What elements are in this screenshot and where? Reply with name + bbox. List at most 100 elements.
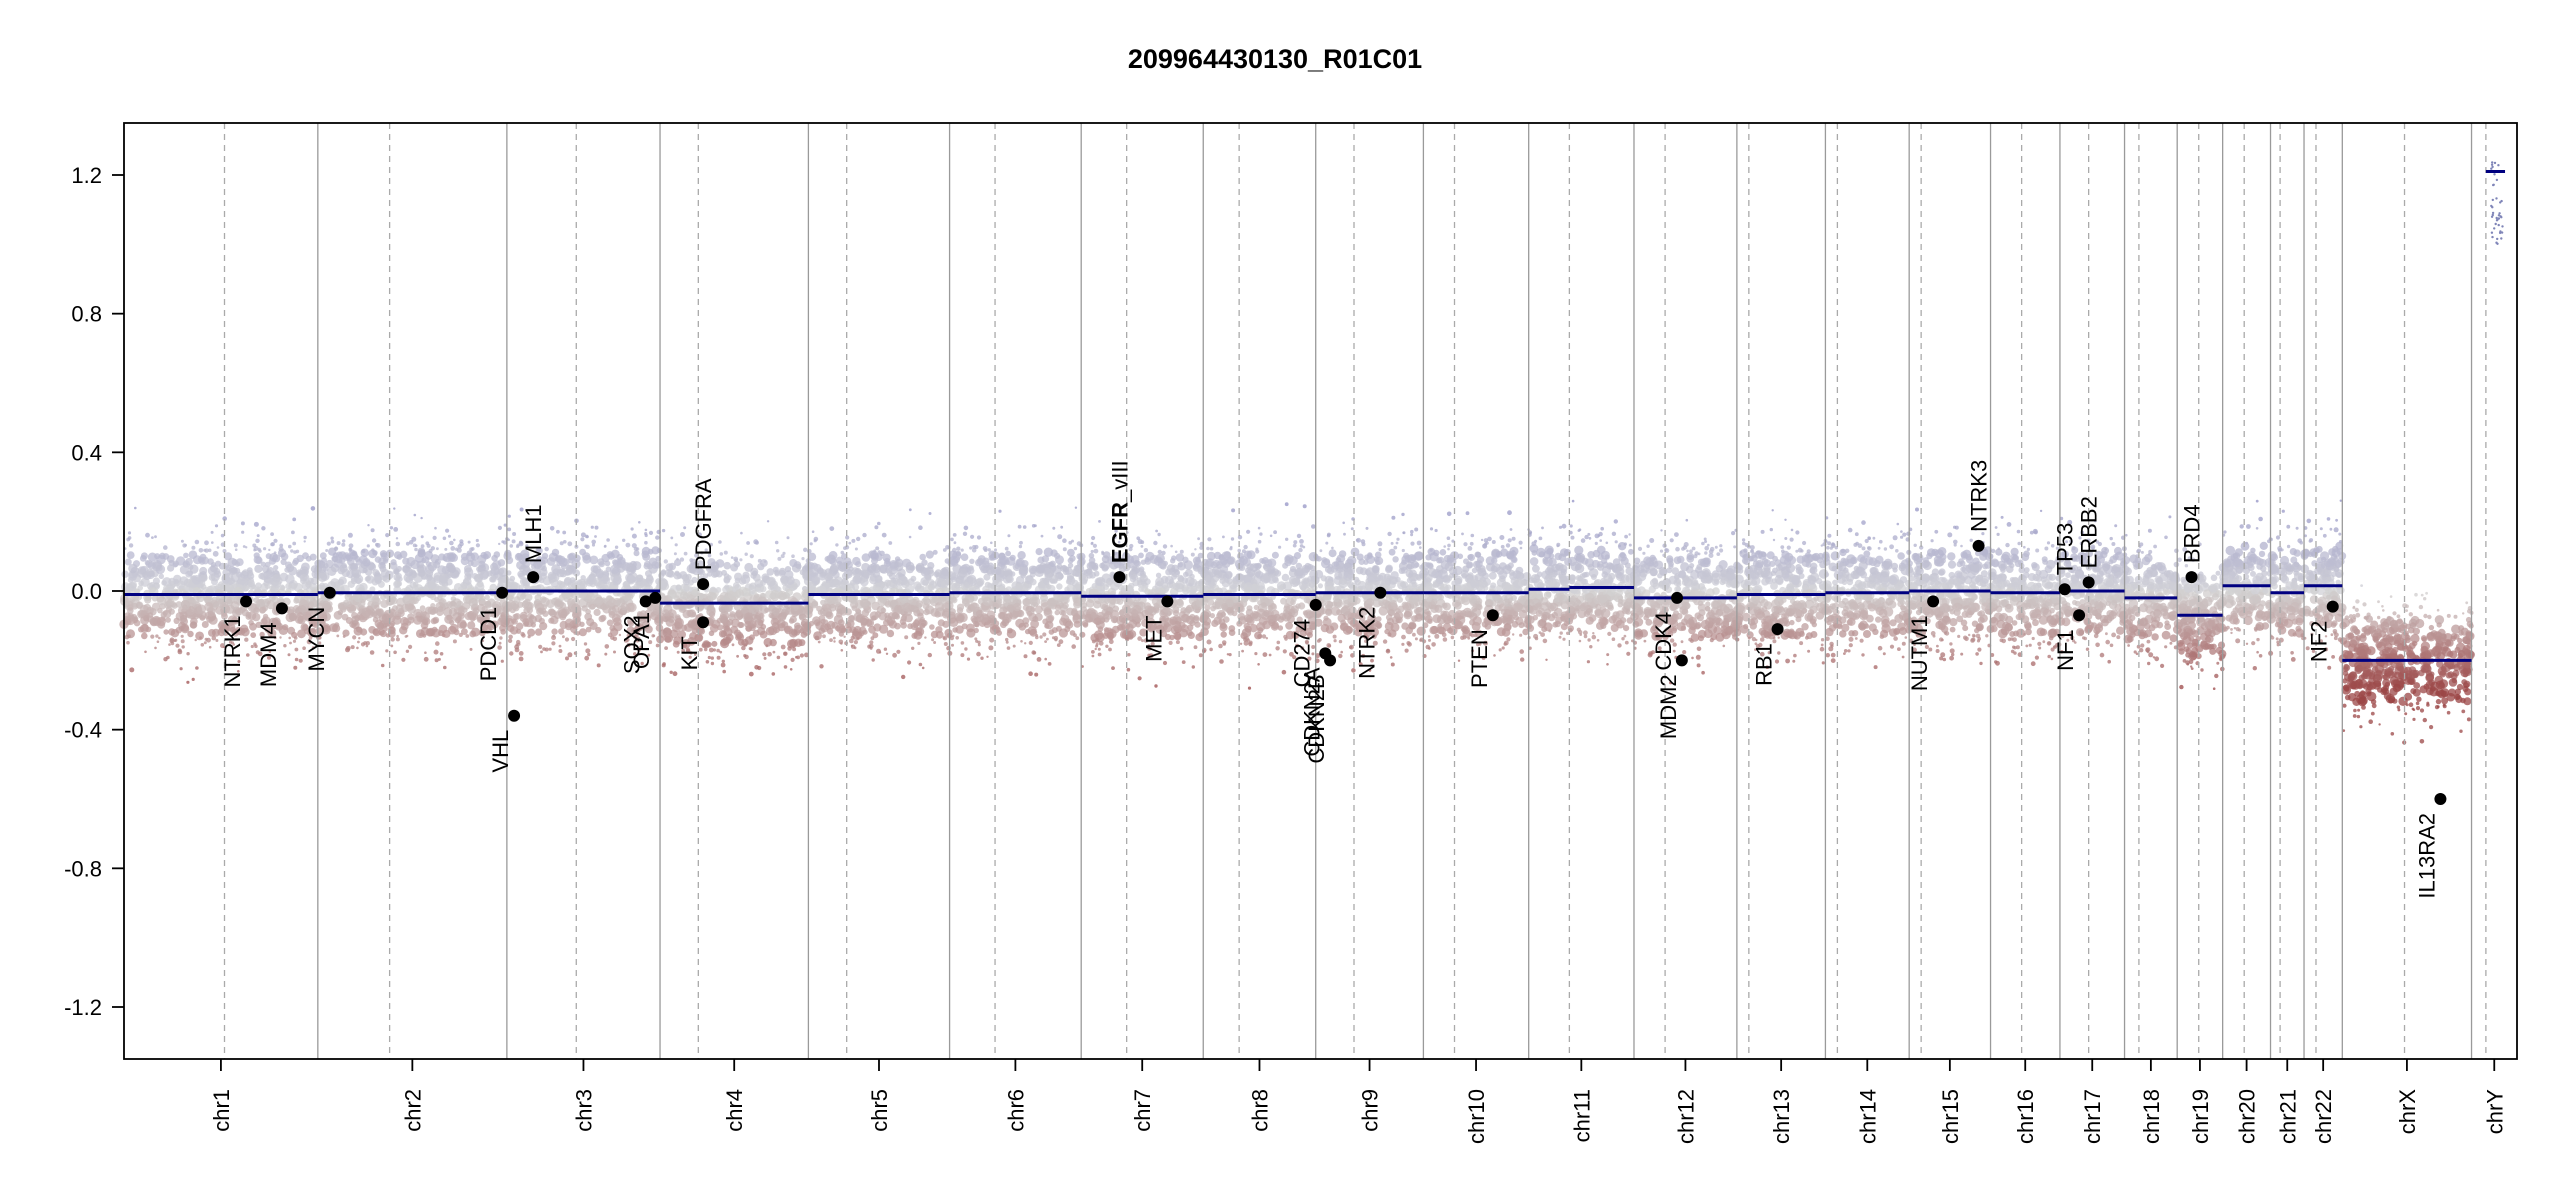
probe-point [1073,613,1080,620]
probe-point [1206,639,1212,645]
probe-point [820,599,826,606]
probe-point [514,647,520,653]
probe-point [1024,628,1031,635]
probe-point [794,622,801,630]
probe-point [191,677,195,682]
probe-point [931,638,935,642]
probe-point [1349,644,1354,650]
probe-point [682,577,691,586]
probe-point [405,649,410,653]
probe-point [257,599,266,608]
probe-point [498,542,501,546]
probe-point [774,571,780,577]
probe-point [661,528,666,533]
probe-point [549,526,555,531]
probe-point [467,540,471,544]
probe-point [651,546,660,555]
probe-point [311,646,315,650]
probe-point [615,610,624,618]
probe-point [950,572,959,581]
probe-point [1170,544,1173,548]
probe-point [901,674,906,680]
probe-point [1220,565,1229,574]
probe-point [255,621,262,628]
probe-point [604,652,608,656]
probe-point [1048,629,1055,635]
probe-point [567,652,573,658]
probe-point [271,595,279,604]
probe-point [970,602,980,612]
probe-point [664,646,668,650]
probe-point [1108,647,1112,652]
probe-point [902,602,912,612]
probe-point [548,609,555,616]
probe-point [1261,634,1267,639]
probe-point [1207,537,1212,542]
probe-point [1005,550,1011,557]
probe-point [270,587,278,594]
probe-point [1402,531,1405,534]
probe-point [542,610,549,617]
probe-point [1101,550,1104,554]
probe-point [541,552,549,560]
probe-point [660,569,667,575]
probe-point [143,615,149,621]
probe-point [348,543,354,549]
probe-point [1228,629,1236,636]
probe-point [1342,521,1345,525]
probe-point [1020,573,1026,579]
probe-point [1404,648,1409,653]
probe-point [290,549,294,553]
probe-point [1031,650,1036,655]
probe-point [259,631,265,638]
probe-point [372,550,378,556]
probe-point [853,575,861,583]
probe-point [960,653,965,658]
probe-point [1276,640,1281,645]
probe-point [1012,644,1016,648]
probe-point [412,585,419,592]
probe-point [1216,612,1223,620]
probe-point [279,636,282,639]
probe-point [536,547,541,552]
probe-point [1067,557,1074,564]
probe-point [522,600,529,607]
probe-point [395,604,404,613]
probe-point [489,620,497,628]
probe-point [927,652,932,658]
probe-point [380,568,390,578]
probe-point [710,656,714,660]
probe-point [1040,534,1044,538]
probe-point [917,641,921,646]
probe-point [930,630,939,639]
probe-point [799,613,805,620]
probe-point [882,553,891,562]
probe-point [534,628,543,636]
probe-point [1094,647,1097,651]
probe-point [731,643,735,647]
probe-point [662,662,666,666]
probe-point [208,645,212,649]
probe-point [277,548,287,558]
probe-point [449,553,458,562]
probe-point [366,544,370,548]
probe-point [1390,541,1394,545]
probe-point [771,672,776,676]
probe-point [434,596,440,603]
probe-point [490,609,500,619]
probe-point [369,635,375,641]
probe-point [723,561,731,570]
probe-point [631,543,637,549]
probe-point [585,626,592,633]
probe-point [1111,625,1120,634]
probe-point [655,535,660,540]
probe-point [730,563,739,572]
probe-point [1023,622,1029,628]
probe-point [509,575,516,582]
probe-point [1120,585,1129,594]
probe-point [829,526,835,531]
probe-point [937,619,945,627]
probe-point [1240,574,1246,581]
probe-point [1020,640,1023,643]
probe-point [405,541,410,546]
